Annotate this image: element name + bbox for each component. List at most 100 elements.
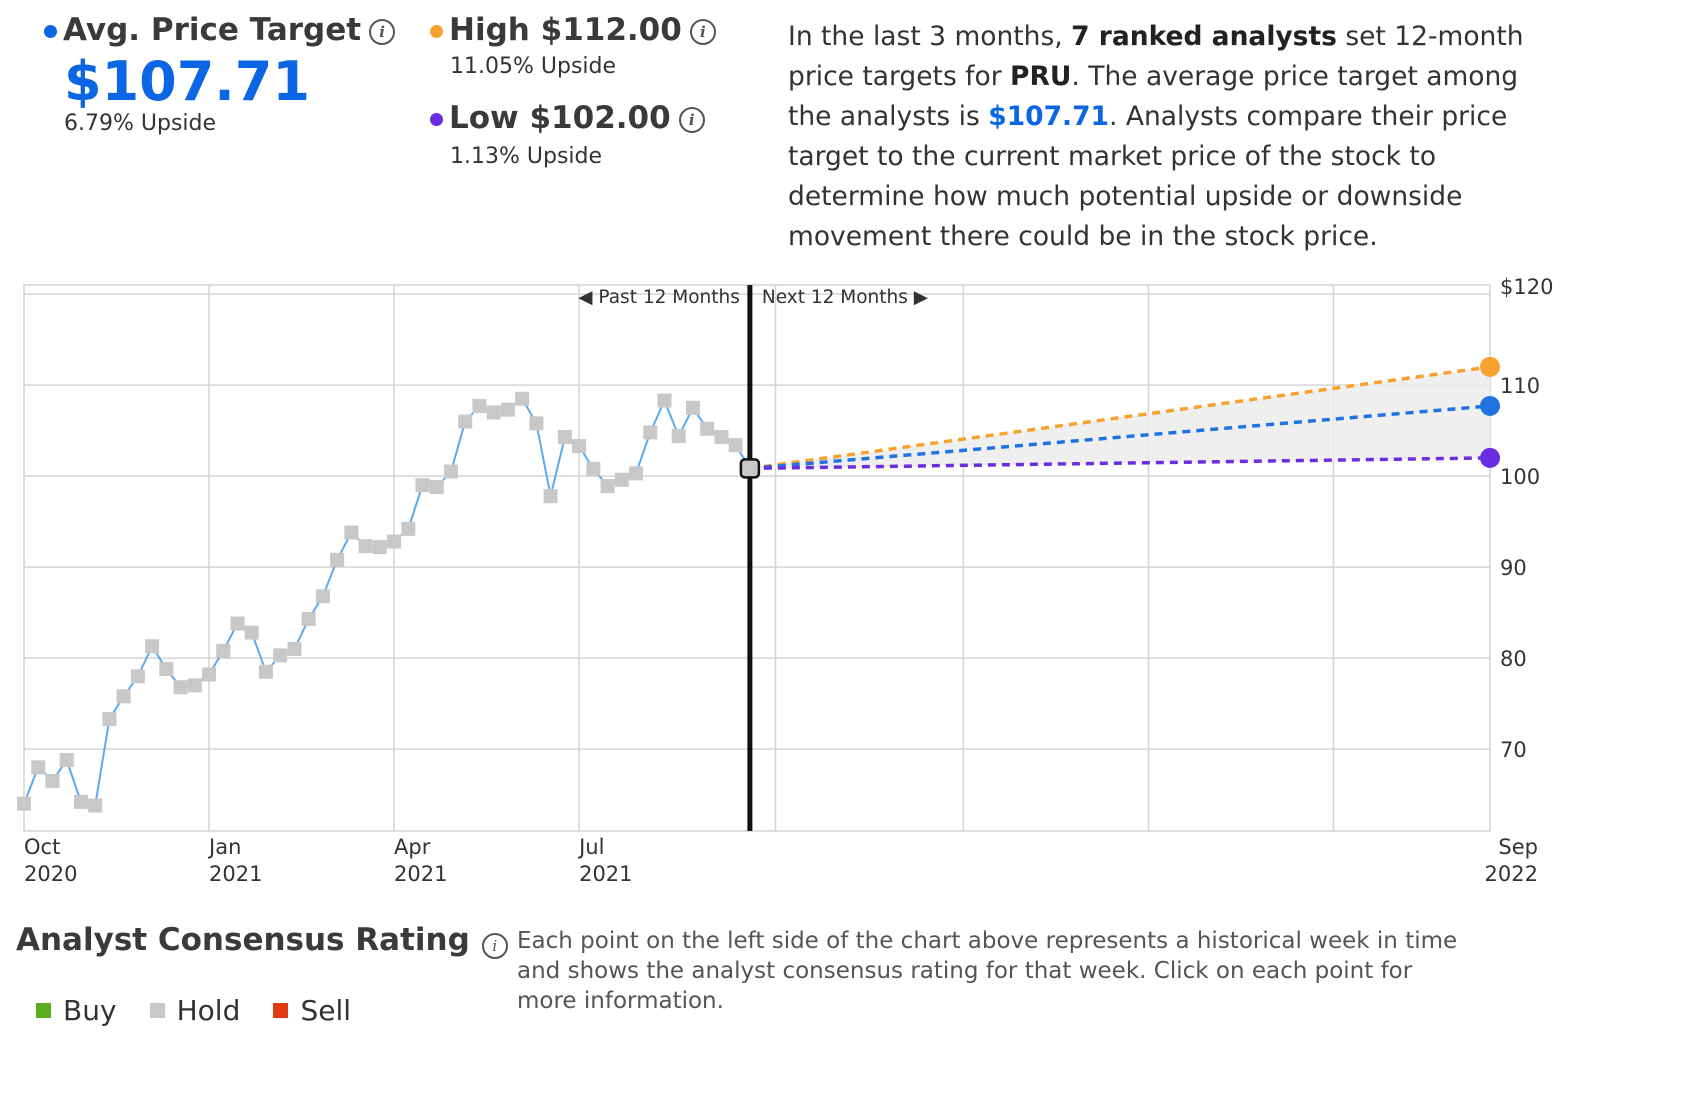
rating-note: Each point on the left side of the chart… (517, 928, 1458, 1014)
info-icon[interactable]: i (678, 106, 705, 133)
desc-ticker: PRU (1010, 61, 1072, 92)
history-point (572, 439, 587, 454)
history-point (301, 611, 316, 626)
high-target-label: High $112.00 (449, 12, 682, 48)
history-point (244, 625, 259, 640)
history-point (187, 678, 202, 693)
history-point (59, 753, 74, 768)
y-tick-label: 110 (1500, 374, 1540, 398)
x-tick-month: Jan (207, 835, 241, 859)
legend-hold[interactable]: Hold (149, 994, 241, 1027)
info-icon[interactable]: i (481, 932, 508, 959)
rating-title-row: Analyst Consensus Rating i (16, 922, 508, 959)
forecast-range-area (749, 366, 1490, 469)
history-point (586, 461, 601, 476)
avg-target-label: Avg. Price Target (63, 12, 362, 48)
desc-text: set 12-month price targets for (788, 21, 1524, 92)
history-point (258, 664, 273, 679)
history-point (287, 642, 302, 656)
legend-sell[interactable]: Sell (273, 994, 351, 1027)
history-point (45, 773, 60, 788)
high-target-label-row: High $112.00 i (430, 12, 716, 48)
x-tick-year: 2020 (24, 862, 77, 886)
history-point (401, 521, 416, 536)
legend-sell-label: Sell (300, 994, 352, 1027)
history-point (387, 534, 402, 549)
history-point (344, 525, 359, 540)
y-tick-label: 100 (1500, 465, 1540, 489)
history-point (728, 438, 743, 453)
desc-text: In the last 3 months, (788, 21, 1072, 52)
forecast-line-high (749, 365, 1491, 471)
history-point (159, 662, 174, 677)
past-label: ◀ Past 12 Months (578, 287, 740, 308)
history-point (202, 667, 217, 682)
x-tick-year: 2021 (394, 862, 447, 886)
avg-target-label-row: Avg. Price Target i (44, 12, 396, 48)
plot-border (23, 284, 1491, 832)
history-point (443, 464, 458, 479)
rating-legend: Buy Hold Sell (36, 994, 379, 1027)
y-tick-label: 80 (1500, 647, 1527, 671)
x-tick-year: 2022 (1485, 862, 1538, 886)
history-point (330, 552, 345, 567)
forecast-area (749, 366, 1490, 469)
history-point (145, 639, 160, 654)
history-point (73, 794, 88, 809)
history-point (614, 472, 629, 487)
history-point (31, 760, 46, 775)
history-point (500, 402, 515, 417)
history-point (315, 589, 330, 604)
history-point (116, 689, 131, 704)
low-target-block: Low $102.00 i 1.13% Upside (430, 100, 705, 169)
history-point (486, 405, 501, 420)
x-tick-month: Sep (1498, 835, 1538, 859)
avg-dot-icon (44, 25, 57, 38)
low-target-label-row: Low $102.00 i (430, 100, 705, 136)
history-point (102, 712, 117, 727)
legend-buy[interactable]: Buy (36, 994, 117, 1027)
low-target-label: Low $102.00 (449, 100, 671, 136)
history-point (557, 429, 572, 444)
chart-grid (23, 284, 1491, 832)
history-point (472, 399, 487, 414)
x-tick-year: 2021 (209, 862, 262, 886)
rating-title: Analyst Consensus Rating (16, 922, 470, 958)
x-tick-month: Apr (394, 835, 431, 859)
next-label: Next 12 Months ▶ (762, 287, 929, 308)
y-tick-label: $120 (1500, 275, 1553, 299)
history-point (458, 414, 473, 429)
desc-text: . Analysts compare their price target to… (788, 101, 1508, 252)
history-point (529, 416, 544, 431)
current-price-point (739, 458, 761, 479)
forecast-dot-low (1480, 447, 1500, 468)
history-point (629, 466, 644, 481)
axis-labels: $120 110 100 90 80 70 Oct 2020 Jan 2021 Apr 2021 Jul… (24, 275, 1553, 886)
info-icon[interactable]: i (689, 18, 716, 45)
history-point (671, 429, 686, 444)
history-series (17, 391, 761, 813)
history-point (700, 421, 715, 436)
forecast-dot-high (1480, 356, 1500, 377)
history-point (88, 798, 103, 813)
history-point (543, 489, 558, 504)
forecast-dot-average (1480, 395, 1500, 416)
history-point (415, 478, 430, 493)
x-tick-month: Oct (24, 835, 60, 859)
low-target-upside: 1.13% Upside (450, 144, 603, 169)
divider: ◀ Past 12 Months Next 12 Months ▶ (578, 285, 929, 831)
desc-text: . The average price target among the ana… (788, 61, 1519, 132)
info-icon[interactable]: i (369, 18, 396, 45)
history-point (714, 429, 729, 444)
forecast-line-low (749, 456, 1491, 471)
avg-target-block: Avg. Price Target i $107.71 6.79% Upside (44, 12, 396, 136)
history-point (173, 680, 188, 695)
y-tick-label: 70 (1500, 738, 1527, 762)
history-point (130, 669, 145, 684)
history-point (372, 540, 387, 555)
x-tick-year: 2021 (579, 862, 632, 886)
legend-hold-label: Hold (176, 994, 241, 1027)
history-point (216, 643, 231, 658)
history-point (17, 796, 31, 811)
low-dot-icon (430, 113, 443, 126)
